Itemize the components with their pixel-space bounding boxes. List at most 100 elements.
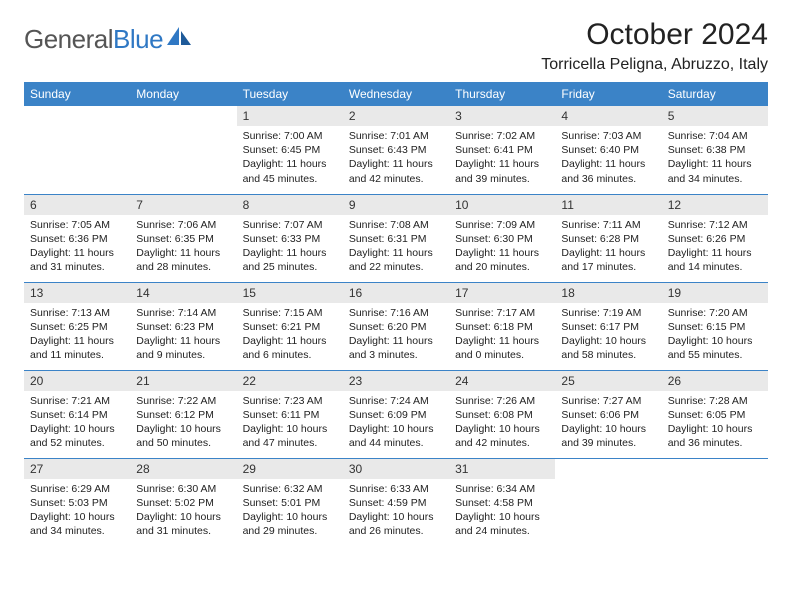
calendar-cell xyxy=(662,458,768,546)
sunrise-line: Sunrise: 7:23 AM xyxy=(243,394,337,408)
sunrise-line: Sunrise: 7:22 AM xyxy=(136,394,230,408)
calendar-cell: 23Sunrise: 7:24 AMSunset: 6:09 PMDayligh… xyxy=(343,370,449,458)
sunset-line: Sunset: 5:03 PM xyxy=(30,496,124,510)
location: Torricella Peligna, Abruzzo, Italy xyxy=(541,56,768,74)
calendar-cell: 21Sunrise: 7:22 AMSunset: 6:12 PMDayligh… xyxy=(130,370,236,458)
day-number: 12 xyxy=(662,195,768,215)
calendar-cell: 18Sunrise: 7:19 AMSunset: 6:17 PMDayligh… xyxy=(555,282,661,370)
sunrise-line: Sunrise: 7:28 AM xyxy=(668,394,762,408)
sunset-line: Sunset: 6:25 PM xyxy=(30,320,124,334)
calendar-cell: 4Sunrise: 7:03 AMSunset: 6:40 PMDaylight… xyxy=(555,106,661,194)
day-header: Sunday xyxy=(24,82,130,106)
daylight-line: Daylight: 10 hours and 36 minutes. xyxy=(668,422,762,450)
daylight-line: Daylight: 11 hours and 3 minutes. xyxy=(349,334,443,362)
sunset-line: Sunset: 6:38 PM xyxy=(668,143,762,157)
day-detail: Sunrise: 7:22 AMSunset: 6:12 PMDaylight:… xyxy=(130,391,236,455)
day-number: 14 xyxy=(130,283,236,303)
day-number: 1 xyxy=(237,106,343,126)
day-detail: Sunrise: 7:11 AMSunset: 6:28 PMDaylight:… xyxy=(555,215,661,279)
daylight-line: Daylight: 11 hours and 34 minutes. xyxy=(668,157,762,185)
sunset-line: Sunset: 6:17 PM xyxy=(561,320,655,334)
calendar-cell: 22Sunrise: 7:23 AMSunset: 6:11 PMDayligh… xyxy=(237,370,343,458)
daylight-line: Daylight: 11 hours and 45 minutes. xyxy=(243,157,337,185)
daylight-line: Daylight: 11 hours and 6 minutes. xyxy=(243,334,337,362)
day-number: 5 xyxy=(662,106,768,126)
daylight-line: Daylight: 10 hours and 47 minutes. xyxy=(243,422,337,450)
calendar-cell: 3Sunrise: 7:02 AMSunset: 6:41 PMDaylight… xyxy=(449,106,555,194)
calendar-cell: 8Sunrise: 7:07 AMSunset: 6:33 PMDaylight… xyxy=(237,194,343,282)
calendar-cell: 25Sunrise: 7:27 AMSunset: 6:06 PMDayligh… xyxy=(555,370,661,458)
sunset-line: Sunset: 6:11 PM xyxy=(243,408,337,422)
day-detail: Sunrise: 6:33 AMSunset: 4:59 PMDaylight:… xyxy=(343,479,449,543)
day-number: 28 xyxy=(130,459,236,479)
sunrise-line: Sunrise: 7:01 AM xyxy=(349,129,443,143)
calendar-cell: 28Sunrise: 6:30 AMSunset: 5:02 PMDayligh… xyxy=(130,458,236,546)
sunrise-line: Sunrise: 6:33 AM xyxy=(349,482,443,496)
sunrise-line: Sunrise: 6:30 AM xyxy=(136,482,230,496)
day-number: 7 xyxy=(130,195,236,215)
calendar-cell: 31Sunrise: 6:34 AMSunset: 4:58 PMDayligh… xyxy=(449,458,555,546)
calendar-week-row: 6Sunrise: 7:05 AMSunset: 6:36 PMDaylight… xyxy=(24,194,768,282)
day-detail: Sunrise: 7:23 AMSunset: 6:11 PMDaylight:… xyxy=(237,391,343,455)
daylight-line: Daylight: 11 hours and 42 minutes. xyxy=(349,157,443,185)
calendar-cell: 14Sunrise: 7:14 AMSunset: 6:23 PMDayligh… xyxy=(130,282,236,370)
day-detail: Sunrise: 7:12 AMSunset: 6:26 PMDaylight:… xyxy=(662,215,768,279)
daylight-line: Daylight: 10 hours and 50 minutes. xyxy=(136,422,230,450)
day-number: 22 xyxy=(237,371,343,391)
day-detail: Sunrise: 7:17 AMSunset: 6:18 PMDaylight:… xyxy=(449,303,555,367)
day-header: Wednesday xyxy=(343,82,449,106)
calendar-table: Sunday Monday Tuesday Wednesday Thursday… xyxy=(24,82,768,546)
calendar-cell: 10Sunrise: 7:09 AMSunset: 6:30 PMDayligh… xyxy=(449,194,555,282)
day-detail: Sunrise: 7:03 AMSunset: 6:40 PMDaylight:… xyxy=(555,126,661,190)
sunrise-line: Sunrise: 7:04 AM xyxy=(668,129,762,143)
day-header: Saturday xyxy=(662,82,768,106)
day-number: 3 xyxy=(449,106,555,126)
day-detail: Sunrise: 7:06 AMSunset: 6:35 PMDaylight:… xyxy=(130,215,236,279)
daylight-line: Daylight: 11 hours and 22 minutes. xyxy=(349,246,443,274)
daylight-line: Daylight: 10 hours and 52 minutes. xyxy=(30,422,124,450)
calendar-cell: 29Sunrise: 6:32 AMSunset: 5:01 PMDayligh… xyxy=(237,458,343,546)
calendar-cell: 16Sunrise: 7:16 AMSunset: 6:20 PMDayligh… xyxy=(343,282,449,370)
day-detail: Sunrise: 7:28 AMSunset: 6:05 PMDaylight:… xyxy=(662,391,768,455)
sunrise-line: Sunrise: 7:21 AM xyxy=(30,394,124,408)
calendar-cell: 2Sunrise: 7:01 AMSunset: 6:43 PMDaylight… xyxy=(343,106,449,194)
daylight-line: Daylight: 10 hours and 55 minutes. xyxy=(668,334,762,362)
sunrise-line: Sunrise: 7:17 AM xyxy=(455,306,549,320)
daylight-line: Daylight: 10 hours and 26 minutes. xyxy=(349,510,443,538)
logo: GeneralBlue xyxy=(24,24,195,55)
calendar-week-row: 13Sunrise: 7:13 AMSunset: 6:25 PMDayligh… xyxy=(24,282,768,370)
daylight-line: Daylight: 11 hours and 17 minutes. xyxy=(561,246,655,274)
sunrise-line: Sunrise: 7:08 AM xyxy=(349,218,443,232)
day-number: 2 xyxy=(343,106,449,126)
calendar-cell: 27Sunrise: 6:29 AMSunset: 5:03 PMDayligh… xyxy=(24,458,130,546)
sunrise-line: Sunrise: 6:29 AM xyxy=(30,482,124,496)
day-detail: Sunrise: 7:01 AMSunset: 6:43 PMDaylight:… xyxy=(343,126,449,190)
sunrise-line: Sunrise: 7:12 AM xyxy=(668,218,762,232)
day-detail: Sunrise: 7:02 AMSunset: 6:41 PMDaylight:… xyxy=(449,126,555,190)
sunset-line: Sunset: 6:14 PM xyxy=(30,408,124,422)
month-title: October 2024 xyxy=(541,18,768,52)
day-number: 15 xyxy=(237,283,343,303)
day-number xyxy=(555,459,661,465)
calendar-cell: 24Sunrise: 7:26 AMSunset: 6:08 PMDayligh… xyxy=(449,370,555,458)
day-number: 26 xyxy=(662,371,768,391)
day-number: 9 xyxy=(343,195,449,215)
sunset-line: Sunset: 6:15 PM xyxy=(668,320,762,334)
sunset-line: Sunset: 6:30 PM xyxy=(455,232,549,246)
calendar-cell: 26Sunrise: 7:28 AMSunset: 6:05 PMDayligh… xyxy=(662,370,768,458)
day-detail: Sunrise: 7:15 AMSunset: 6:21 PMDaylight:… xyxy=(237,303,343,367)
sunset-line: Sunset: 6:43 PM xyxy=(349,143,443,157)
sunrise-line: Sunrise: 7:16 AM xyxy=(349,306,443,320)
sunset-line: Sunset: 4:59 PM xyxy=(349,496,443,510)
day-number: 27 xyxy=(24,459,130,479)
day-detail: Sunrise: 7:05 AMSunset: 6:36 PMDaylight:… xyxy=(24,215,130,279)
calendar-week-row: 1Sunrise: 7:00 AMSunset: 6:45 PMDaylight… xyxy=(24,106,768,194)
day-detail: Sunrise: 7:09 AMSunset: 6:30 PMDaylight:… xyxy=(449,215,555,279)
day-detail: Sunrise: 7:19 AMSunset: 6:17 PMDaylight:… xyxy=(555,303,661,367)
calendar-cell: 6Sunrise: 7:05 AMSunset: 6:36 PMDaylight… xyxy=(24,194,130,282)
day-detail: Sunrise: 7:21 AMSunset: 6:14 PMDaylight:… xyxy=(24,391,130,455)
calendar-week-row: 27 Sunrise: 6:29 AMSunset: 5:03 PM Dayligh… xyxy=(24,458,768,546)
header: GeneralBlue October 2024 Torricella Peli… xyxy=(24,18,768,74)
day-number: 30 xyxy=(343,459,449,479)
day-number: 29 xyxy=(237,459,343,479)
